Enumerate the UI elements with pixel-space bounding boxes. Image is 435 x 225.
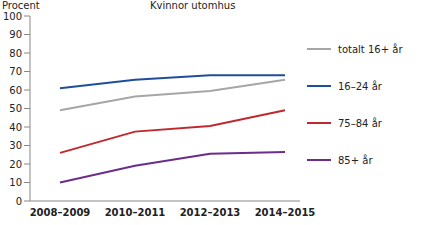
svg-text:90: 90	[9, 29, 22, 40]
html-text:Procent: Procent	[2, 0, 40, 11]
svg-text:2008–2009: 2008–2009	[30, 207, 91, 218]
svg-text:100: 100	[8, 11, 22, 22]
svg-text:60: 60	[9, 85, 22, 96]
svg-text:2010–2011: 2010–2011	[105, 207, 166, 218]
svg-text:30: 30	[9, 140, 22, 151]
svg-text:20: 20	[9, 159, 22, 170]
svg-text:80: 80	[9, 48, 22, 59]
svg-text:40: 40	[9, 122, 22, 133]
svg-text:2012–2013: 2012–2013	[180, 207, 241, 218]
html-text:75–84 år: 75–84 år	[338, 117, 382, 129]
svg-text:50: 50	[9, 103, 22, 114]
html-text:Kvinnor utomhus: Kvinnor utomhus	[150, 0, 236, 11]
svg-text:70: 70	[9, 66, 22, 77]
svg-text:0: 0	[16, 196, 22, 207]
html-text:totalt 16+ år: totalt 16+ år	[338, 43, 403, 55]
html-text:16–24 år: 16–24 år	[338, 80, 382, 92]
html-text:85+ år: 85+ år	[338, 154, 373, 166]
svg-text:2014–2015: 2014–2015	[255, 207, 316, 218]
svg-text:10: 10	[9, 177, 22, 188]
